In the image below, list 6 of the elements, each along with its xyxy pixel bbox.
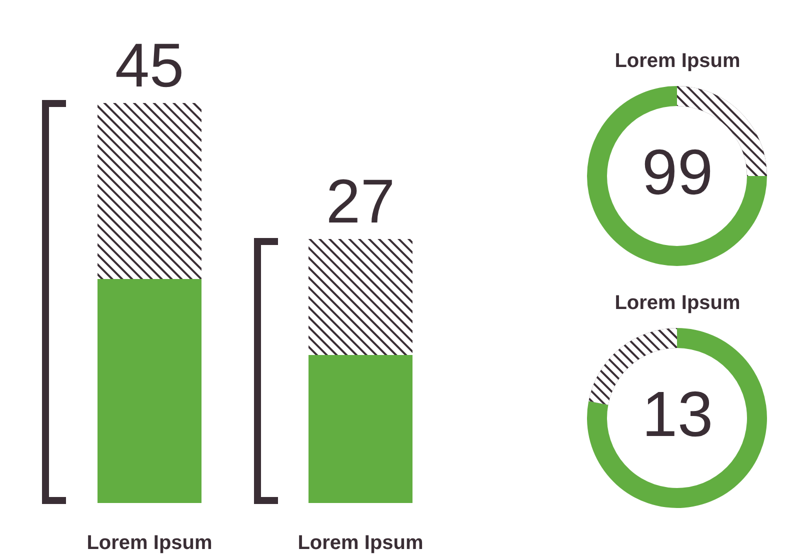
chart-title: Lorem Ipsum — [614, 50, 740, 72]
text: 13 — [642, 378, 714, 450]
chart-title: Lorem Ipsum — [614, 292, 740, 314]
text: 45 — [115, 32, 184, 100]
annotation: 27 — [326, 168, 395, 236]
text: 99 — [642, 136, 714, 208]
